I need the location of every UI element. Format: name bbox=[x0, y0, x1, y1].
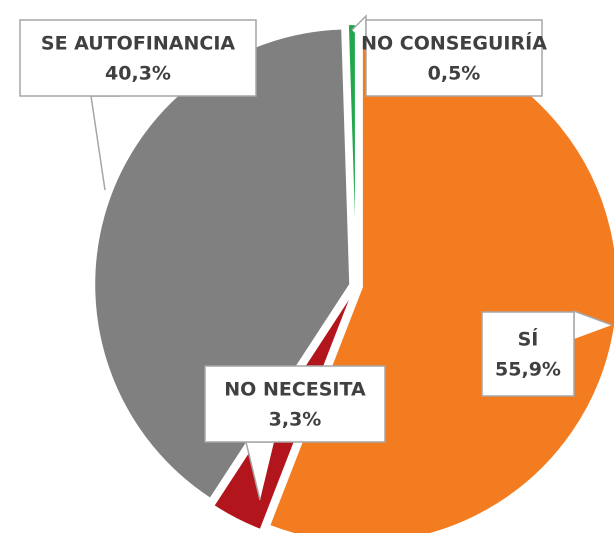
slice-value: 55,9% bbox=[495, 359, 561, 381]
slice-label: NO NECESITA bbox=[224, 379, 366, 401]
label-box bbox=[481, 311, 575, 397]
label-box bbox=[19, 19, 257, 97]
slice-value: 0,5% bbox=[428, 63, 481, 85]
label-pointer bbox=[90, 95, 119, 191]
slice-label: SE AUTOFINANCIA bbox=[41, 33, 236, 55]
slice-value: 3,3% bbox=[269, 409, 322, 431]
slice-value: 40,3% bbox=[105, 63, 171, 85]
slice-label: SÍ bbox=[518, 328, 539, 351]
slice-label: NO CONSEGUIRÍA bbox=[361, 32, 547, 55]
label-box bbox=[365, 19, 543, 97]
pie-slice bbox=[346, 23, 357, 281]
label-box bbox=[204, 365, 386, 443]
